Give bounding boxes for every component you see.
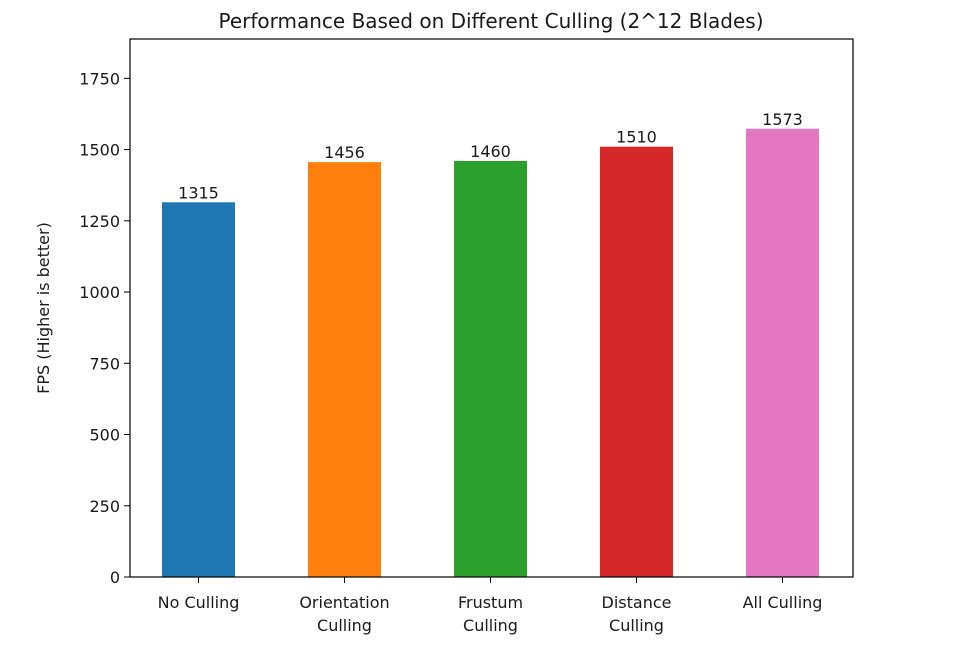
data-label-2: 1460 — [470, 142, 511, 161]
bars-group — [162, 128, 819, 578]
data-labels-group: 1315 1456 1460 1510 1573 — [178, 110, 803, 203]
y-axis: 0 250 500 750 1000 1250 1500 1750 — [79, 69, 130, 587]
y-tick-label-0: 0 — [110, 568, 120, 587]
y-tick-label-2: 500 — [89, 426, 120, 445]
x-tick-label-0: No Culling — [158, 593, 240, 612]
data-label-1: 1456 — [324, 143, 365, 162]
x-tick-label-1: Orientation Culling — [299, 593, 389, 635]
y-tick-label-7: 1750 — [79, 69, 120, 88]
bar-2 — [454, 160, 527, 578]
bar-1 — [308, 162, 381, 578]
y-tick-label-4: 1000 — [79, 283, 120, 302]
x-tick-label-4: All Culling — [743, 593, 823, 612]
y-tick-label-1: 250 — [89, 497, 120, 516]
x-axis: No Culling Orientation Culling Frustum Culli… — [158, 577, 823, 635]
y-tick-label-6: 1500 — [79, 141, 120, 160]
data-label-4: 1573 — [762, 110, 803, 129]
x-tick-label-2: Frustum Culling — [458, 593, 523, 635]
data-label-3: 1510 — [616, 128, 657, 147]
bar-0 — [162, 202, 235, 578]
bar-4 — [746, 128, 819, 577]
y-tick-label-3: 750 — [89, 354, 120, 373]
x-tick-label-3: Distance Culling — [602, 593, 672, 635]
plot-frame — [129, 38, 854, 578]
bar-3 — [600, 146, 673, 577]
chart-title: Performance Based on Different Culling (… — [218, 9, 763, 33]
data-label-0: 1315 — [178, 183, 219, 202]
y-tick-label-5: 1250 — [79, 212, 120, 231]
y-axis-label: FPS (Higher is better) — [34, 222, 53, 394]
